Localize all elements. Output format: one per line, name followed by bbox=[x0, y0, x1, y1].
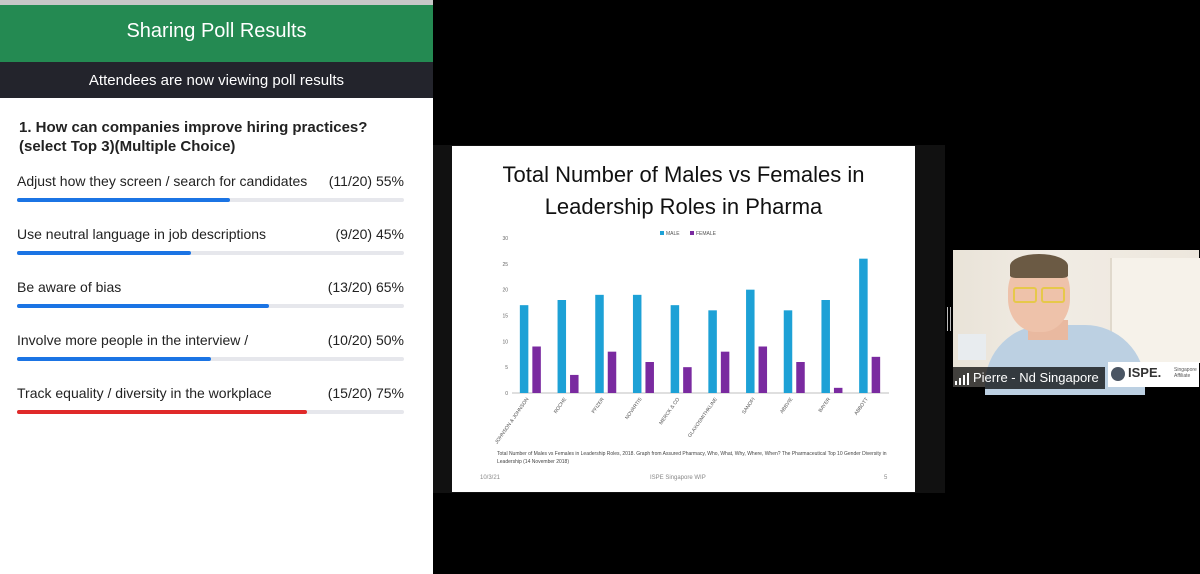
poll-result-bar bbox=[17, 251, 404, 255]
poll-option-result: (9/20) 45% bbox=[335, 226, 404, 242]
ispe-logo: ISPE. Singapore Affiliate bbox=[1108, 362, 1199, 387]
x-tick-label: GLAXOSMITHKLINE bbox=[687, 396, 719, 439]
bar-male bbox=[783, 310, 793, 393]
poll-panel: Sharing Poll Results Attendees are now v… bbox=[0, 0, 433, 574]
poll-option-label: Involve more people in the interview / bbox=[17, 332, 249, 348]
glasses-icon bbox=[1041, 287, 1065, 303]
slide-footer: ISPE Singapore WIP bbox=[650, 475, 706, 481]
poll-result-bar bbox=[17, 198, 404, 202]
y-tick-label: 20 bbox=[502, 288, 508, 294]
poll-option: Involve more people in the interview / (1… bbox=[17, 332, 404, 376]
bar-female bbox=[796, 362, 805, 393]
poll-option-label: Track equality / diversity in the workpl… bbox=[17, 385, 272, 401]
x-tick-label: SANOFI bbox=[741, 397, 757, 416]
poll-option-result: (10/20) 50% bbox=[327, 332, 404, 348]
poll-result-fill bbox=[17, 198, 230, 202]
bar-female bbox=[758, 346, 768, 393]
poll-result-fill bbox=[17, 304, 269, 308]
poll-option: Adjust how they screen / search for cand… bbox=[17, 173, 404, 217]
poll-option-result: (13/20) 65% bbox=[327, 279, 404, 295]
x-tick-label: BAYER bbox=[818, 396, 833, 413]
glasses-icon bbox=[1013, 287, 1037, 303]
y-tick-label: 25 bbox=[502, 262, 508, 268]
slide-date: 10/3/21 bbox=[480, 475, 501, 481]
x-tick-label: ABBVIE bbox=[779, 396, 795, 415]
y-tick-label: 0 bbox=[505, 391, 508, 397]
background-cabinet bbox=[1110, 258, 1200, 363]
y-tick-label: 10 bbox=[502, 339, 508, 345]
poll-status-banner: Attendees are now viewing poll results bbox=[0, 62, 433, 98]
y-tick-label: 15 bbox=[502, 314, 508, 320]
bar-female bbox=[607, 351, 617, 393]
legend-label: MALE bbox=[666, 231, 680, 237]
bar-female bbox=[871, 356, 881, 393]
bar-female bbox=[645, 362, 654, 393]
slide-title: Total Number of Males vs Females in Lead… bbox=[502, 162, 865, 219]
logo-subtext: Singapore Affiliate bbox=[1174, 367, 1197, 379]
participant-name: Pierre - Nd Singapore bbox=[973, 370, 1099, 385]
poll-result-bar bbox=[17, 357, 404, 361]
bar-male bbox=[632, 294, 642, 393]
poll-result-bar bbox=[17, 304, 404, 308]
top-edge bbox=[0, 0, 433, 5]
x-tick-label: ROCHE bbox=[553, 396, 569, 415]
bar-female bbox=[720, 351, 730, 393]
bar-male bbox=[708, 310, 717, 393]
bar-chart: 0 5 10 15 20 25 30 MALE FEMALE JOHNSON & JOHNSON R… bbox=[494, 231, 889, 445]
poll-option-result: (11/20) 55% bbox=[328, 173, 404, 189]
x-tick-label: MERCK & CO bbox=[658, 397, 681, 426]
y-tick-label: 30 bbox=[502, 236, 508, 242]
x-tick-label: NOVARTIS bbox=[624, 396, 644, 421]
slide-caption: Total Number of Males vs Females in Lead… bbox=[497, 451, 887, 465]
poll-result-fill bbox=[17, 357, 211, 361]
bar-female bbox=[683, 367, 692, 393]
x-tick-label: JOHNSON & JOHNSON bbox=[494, 396, 531, 445]
bar-male bbox=[670, 305, 680, 393]
bar-male bbox=[519, 305, 529, 393]
logo-text: ISPE. bbox=[1128, 365, 1162, 380]
bar-female bbox=[570, 374, 579, 393]
logo-mark-icon bbox=[1111, 367, 1125, 381]
poll-result-fill bbox=[17, 251, 192, 255]
signal-icon bbox=[955, 372, 969, 385]
bar-female bbox=[833, 387, 843, 393]
resize-handle[interactable] bbox=[947, 307, 952, 331]
poll-option-result: (15/20) 75% bbox=[327, 385, 404, 401]
bar-male bbox=[821, 300, 830, 393]
legend-swatch bbox=[660, 231, 664, 235]
legend-label: FEMALE bbox=[696, 231, 717, 237]
bar-female bbox=[532, 346, 541, 393]
poll-result-fill bbox=[17, 410, 308, 414]
x-tick-label: PFIZER bbox=[591, 396, 606, 414]
poll-option: Track equality / diversity in the workpl… bbox=[17, 385, 404, 429]
poll-option-label: Adjust how they screen / search for cand… bbox=[17, 173, 308, 189]
participant-name-tag: Pierre - Nd Singapore bbox=[953, 367, 1105, 389]
participant-hair bbox=[1010, 254, 1068, 278]
poll-option-label: Be aware of bias bbox=[17, 279, 122, 295]
y-tick-label: 5 bbox=[505, 365, 508, 371]
poll-result-bar bbox=[17, 410, 404, 414]
legend-swatch bbox=[690, 231, 694, 235]
bar-male bbox=[595, 294, 604, 393]
x-tick-label: ABBOTT bbox=[853, 397, 869, 417]
background-object bbox=[958, 334, 986, 360]
poll-option: Be aware of bias (13/20) 65% bbox=[17, 279, 404, 323]
poll-option: Use neutral language in job descriptions… bbox=[17, 226, 404, 270]
poll-header: Sharing Poll Results bbox=[0, 5, 433, 62]
slide: Total Number of Males vs Females in Lead… bbox=[452, 146, 915, 492]
bar-male bbox=[746, 289, 755, 393]
slide-page-number: 5 bbox=[884, 475, 888, 481]
poll-question: 1. How can companies improve hiring prac… bbox=[19, 119, 368, 155]
bar-male bbox=[859, 258, 868, 393]
bar-male bbox=[557, 300, 567, 393]
poll-option-label: Use neutral language in job descriptions bbox=[17, 226, 267, 242]
